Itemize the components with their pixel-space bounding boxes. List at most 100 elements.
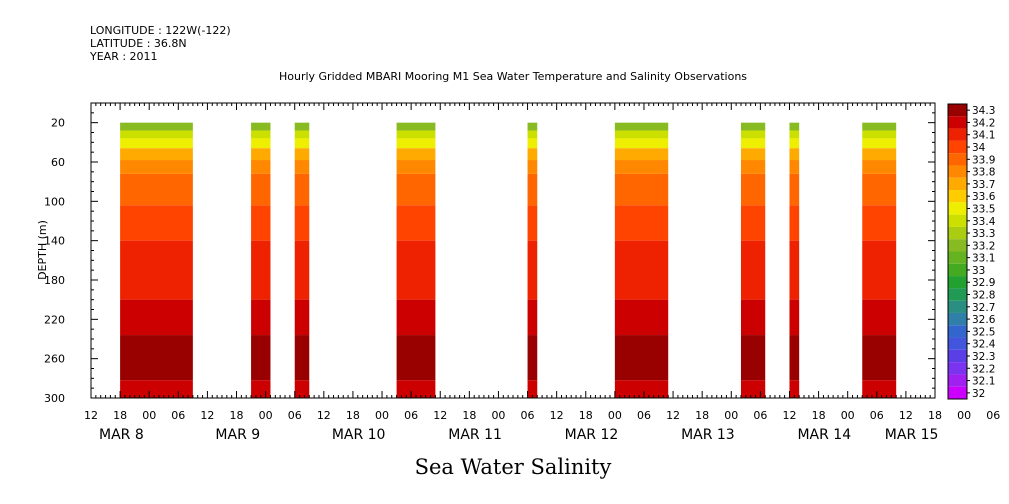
data-cell-s2-l8 — [294, 299, 310, 336]
data-cell-s7-l6 — [789, 205, 800, 241]
colorbar-swatch — [948, 226, 967, 240]
colorbar-swatch — [948, 128, 967, 141]
data-cell-s4-l9 — [527, 335, 538, 381]
colorbar-swatch — [948, 349, 967, 363]
x-tick-label: 06 — [753, 409, 767, 422]
data-cell-s0-l10 — [120, 380, 193, 398]
data-cell-s8-l0 — [862, 122, 897, 131]
data-cell-s2-l2 — [294, 138, 310, 149]
data-cell-s4-l7 — [527, 240, 538, 300]
x-tick-label: 06 — [986, 409, 1000, 422]
data-cell-s4-l10 — [527, 380, 538, 398]
x-tick-label: 18 — [579, 409, 593, 422]
colorbar-label: 33.2 — [972, 240, 995, 252]
x-tick-label: 00 — [375, 409, 389, 422]
data-cell-s1-l1 — [251, 130, 271, 139]
x-tick-label: 18 — [928, 409, 942, 422]
data-cell-s0-l5 — [120, 173, 193, 206]
axes: 12 18 00 06 12 18 00 06 12 18 00 06 12 18 00 06 12 18 00 06… — [44, 102, 1000, 443]
data-cell-s8-l5 — [862, 173, 897, 206]
data-cell-s4-l1 — [527, 130, 538, 139]
x-date-label: MAR 10 — [332, 427, 386, 443]
x-date-label: MAR 13 — [681, 427, 735, 443]
data-cell-s2-l0 — [294, 122, 310, 131]
x-tick-label: 00 — [841, 409, 855, 422]
data-cell-s5-l4 — [614, 160, 669, 174]
data-cell-s8-l2 — [862, 138, 897, 149]
data-cell-s1-l4 — [251, 160, 271, 174]
data-cell-s7-l10 — [789, 380, 800, 398]
y-tick-label: 100 — [44, 195, 65, 208]
plot-area — [120, 122, 897, 398]
y-tick-label: 20 — [51, 117, 65, 130]
data-cell-s7-l9 — [789, 335, 800, 381]
data-cell-s7-l8 — [789, 299, 800, 336]
chart-title: Hourly Gridded MBARI Mooring M1 Sea Wate… — [279, 70, 747, 83]
colorbar-label: 32.9 — [972, 277, 995, 289]
colorbar-swatch — [948, 239, 967, 252]
data-cell-s0-l1 — [120, 130, 193, 139]
colorbar-swatch — [948, 202, 967, 215]
data-cell-s8-l9 — [862, 335, 897, 381]
colorbar-label: 33.3 — [972, 228, 995, 240]
x-tick-label: 06 — [870, 409, 884, 422]
data-cell-s6-l3 — [740, 148, 766, 161]
x-tick-label: 06 — [288, 409, 302, 422]
colorbar-swatch — [948, 374, 967, 387]
data-cell-s3-l4 — [396, 160, 436, 174]
y-tick-label: 140 — [44, 235, 65, 248]
colorbar-swatch — [948, 337, 967, 350]
colorbar-label: 34.2 — [972, 117, 995, 129]
longitude-label: LONGITUDE : 122W(-122) — [90, 24, 231, 37]
y-tick-label: 220 — [44, 313, 65, 326]
colorbar-swatch — [948, 263, 967, 277]
year-label: YEAR : 2011 — [89, 50, 158, 63]
data-cell-s1-l6 — [251, 205, 271, 241]
data-cell-s1-l9 — [251, 335, 271, 381]
y-tick-label: 300 — [44, 392, 65, 405]
data-cell-s6-l10 — [740, 380, 766, 398]
data-cell-s3-l2 — [396, 138, 436, 149]
colorbar-label: 33.7 — [972, 179, 995, 191]
x-date-label: MAR 9 — [215, 427, 260, 443]
x-tick-label: 12 — [200, 409, 214, 422]
colorbar-swatch — [948, 116, 967, 129]
x-tick-label: 00 — [142, 409, 156, 422]
x-date-label: MAR 12 — [565, 427, 619, 443]
colorbar-label: 34.3 — [972, 105, 995, 117]
x-tick-label: 00 — [957, 409, 971, 422]
colorbar-swatch — [948, 165, 967, 178]
data-cell-s5-l7 — [614, 240, 669, 300]
data-cell-s1-l5 — [251, 173, 271, 206]
data-cell-s6-l0 — [740, 122, 766, 131]
x-tick-label: 06 — [521, 409, 535, 422]
data-cell-s8-l6 — [862, 205, 897, 241]
data-cell-s2-l9 — [294, 335, 310, 381]
data-cell-s4-l5 — [527, 173, 538, 206]
colorbar-swatch — [948, 288, 967, 301]
data-cell-s7-l1 — [789, 130, 800, 139]
data-cell-s6-l4 — [740, 160, 766, 174]
data-cell-s8-l4 — [862, 160, 897, 174]
data-cell-s1-l2 — [251, 138, 271, 149]
data-cell-s5-l9 — [614, 335, 669, 381]
data-cell-s8-l10 — [862, 380, 897, 398]
data-cell-s7-l4 — [789, 160, 800, 174]
data-cell-s1-l7 — [251, 240, 271, 300]
x-tick-label: 18 — [812, 409, 826, 422]
x-tick-label: 06 — [171, 409, 185, 422]
data-cell-s5-l0 — [614, 122, 669, 131]
colorbar-label: 33.5 — [972, 203, 995, 215]
data-cell-s6-l7 — [740, 240, 766, 300]
x-tick-label: 18 — [462, 409, 476, 422]
x-tick-label: 12 — [666, 409, 680, 422]
colorbar-swatch — [948, 190, 967, 203]
data-cell-s5-l2 — [614, 138, 669, 149]
data-cell-s2-l10 — [294, 380, 310, 398]
colorbar-label: 32.1 — [972, 376, 995, 388]
data-cell-s4-l2 — [527, 138, 538, 149]
data-cell-s0-l4 — [120, 160, 193, 174]
x-tick-label: 12 — [433, 409, 447, 422]
colorbar-frame — [947, 103, 968, 400]
x-tick-label: 18 — [695, 409, 709, 422]
